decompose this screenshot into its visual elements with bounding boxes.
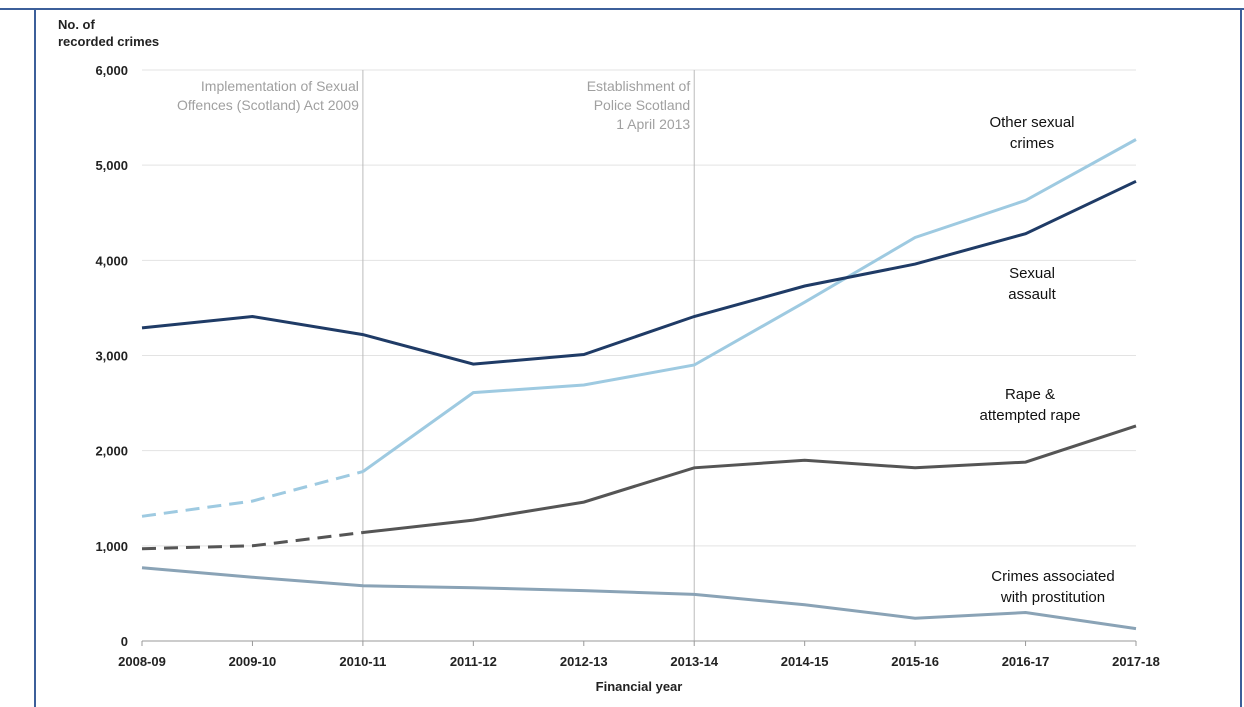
series-line-2 bbox=[362, 424, 1137, 534]
x-tick-label: 2009-10 bbox=[229, 654, 277, 669]
x-tick-label: 2015-16 bbox=[891, 654, 939, 669]
y-axis-title-line: No. of bbox=[58, 17, 95, 32]
series-label-line: attempted rape bbox=[980, 407, 1081, 424]
x-tick-label: 2017-18 bbox=[1112, 654, 1160, 669]
frame-right-border bbox=[1240, 8, 1242, 707]
frame-top-border bbox=[0, 0, 1244, 10]
series-line-0 bbox=[362, 138, 1137, 473]
axes: 0 1,000 2,000 3,000 4,000 5,000 6,000 No. of rec… bbox=[58, 17, 1160, 694]
x-tick-label: 2011-12 bbox=[450, 654, 497, 669]
y-tick-label: 3,000 bbox=[95, 349, 128, 364]
series-label-line: assault bbox=[1008, 286, 1056, 303]
y-tick-label: 6,000 bbox=[95, 63, 128, 78]
annotation-text-line: Police Scotland bbox=[594, 97, 691, 113]
series-line-1 bbox=[141, 179, 1137, 366]
series-label-line: Other sexual bbox=[989, 114, 1074, 131]
annotation-text-line: Offences (Scotland) Act 2009 bbox=[177, 97, 359, 113]
annotation-lines: Implementation of Sexual Offences (Scotla… bbox=[177, 70, 695, 641]
series-lines bbox=[141, 138, 1137, 631]
y-tick-label: 0 bbox=[121, 634, 128, 649]
y-tick-label: 2,000 bbox=[95, 444, 128, 459]
series-label-line: Crimes associated bbox=[991, 568, 1114, 585]
series-label-line: Rape & bbox=[1005, 386, 1055, 403]
series-label-line: with prostitution bbox=[1000, 589, 1105, 606]
series-label-line: crimes bbox=[1010, 135, 1054, 152]
y-axis-title-line: recorded crimes bbox=[58, 34, 159, 49]
x-tick-label: 2008-09 bbox=[118, 654, 166, 669]
y-tick-label: 1,000 bbox=[95, 539, 128, 554]
annotation-text-line: 1 April 2013 bbox=[616, 116, 690, 132]
annotation-text-line: Establishment of bbox=[587, 78, 691, 94]
x-axis-title: Financial year bbox=[596, 679, 683, 694]
series-labels: Other sexual crimes Sexual assault Rape & att… bbox=[980, 114, 1115, 606]
frame-left-border bbox=[34, 8, 36, 707]
x-tick-label: 2010-11 bbox=[339, 654, 386, 669]
series-line-3 bbox=[141, 566, 1137, 631]
x-tick-label: 2014-15 bbox=[781, 654, 829, 669]
gridlines bbox=[142, 69, 1136, 547]
x-tick-label: 2013-14 bbox=[670, 654, 718, 669]
series-line-dashed-2 bbox=[141, 531, 364, 551]
series-line-dashed-0 bbox=[141, 470, 364, 518]
x-tick-label: 2016-17 bbox=[1002, 654, 1050, 669]
y-tick-label: 4,000 bbox=[95, 253, 128, 268]
x-tick-label: 2012-13 bbox=[560, 654, 608, 669]
y-tick-label: 5,000 bbox=[95, 158, 128, 173]
annotation-text-line: Implementation of Sexual bbox=[201, 78, 359, 94]
series-label-line: Sexual bbox=[1009, 265, 1055, 282]
